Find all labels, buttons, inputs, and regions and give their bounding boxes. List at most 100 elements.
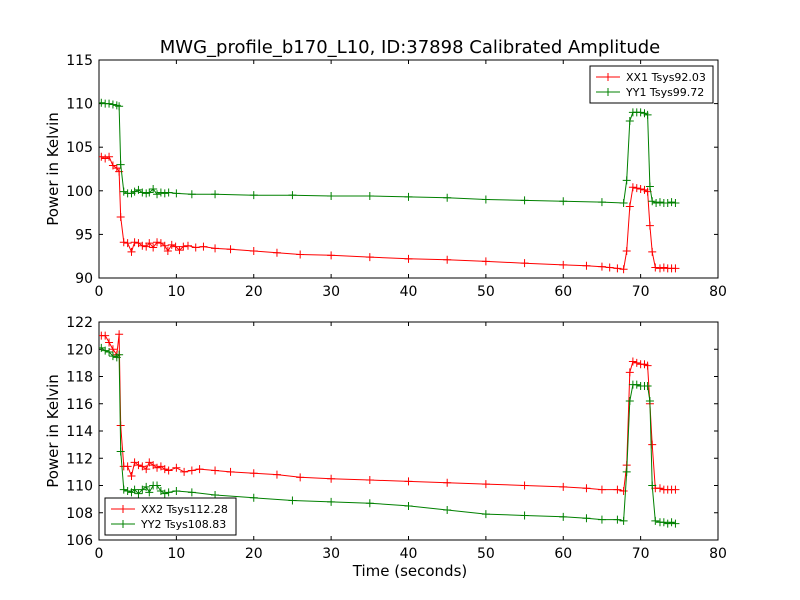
top-data-point xyxy=(249,246,258,255)
bottom-data-point xyxy=(105,338,114,347)
bottom-data-point xyxy=(249,469,258,478)
bottom-data-point xyxy=(619,486,628,495)
top-x-tick-label: 70 xyxy=(632,284,650,300)
bottom-data-point xyxy=(481,480,490,489)
top-data-point xyxy=(153,190,162,199)
top-data-point xyxy=(655,264,664,273)
bottom-data-point xyxy=(142,465,151,474)
bottom-data-point xyxy=(211,466,220,475)
top-series-2 xyxy=(99,98,680,208)
top-panel: Power in Kelvin 0 10 20 30 40 50 60 70 80 90 95 100… xyxy=(44,53,727,300)
bottom-data-point xyxy=(101,331,110,340)
bottom-data-point xyxy=(481,510,490,519)
bottom-data-point xyxy=(134,461,143,470)
top-data-point xyxy=(145,188,154,197)
bottom-data-point xyxy=(153,481,162,490)
bottom-data-point xyxy=(164,488,173,497)
top-data-point xyxy=(643,110,652,119)
bottom-data-point xyxy=(613,515,622,524)
top-data-point xyxy=(249,191,258,200)
bottom-data-point xyxy=(559,512,568,521)
bottom-data-point xyxy=(663,519,672,528)
top-legend-marker xyxy=(604,88,612,96)
top-data-point xyxy=(153,238,162,247)
top-data-point xyxy=(145,239,154,248)
bottom-data-point xyxy=(226,467,235,476)
top-data-point xyxy=(127,247,136,256)
top-legend: XX1 Tsys92.03 YY1 Tsys99.72 xyxy=(589,65,714,104)
top-data-point xyxy=(625,202,634,211)
bottom-data-point xyxy=(123,486,132,495)
bottom-data-point xyxy=(597,515,606,524)
top-data-point xyxy=(99,152,106,161)
top-data-point xyxy=(149,243,158,252)
bottom-data-point xyxy=(134,489,143,498)
bottom-data-point xyxy=(655,484,664,493)
bottom-series-1 xyxy=(99,330,680,495)
bottom-x-tick-label: 50 xyxy=(477,546,495,562)
top-y-tick-label: 105 xyxy=(66,140,93,156)
top-data-point xyxy=(288,191,297,200)
top-data-point xyxy=(163,246,172,255)
bottom-data-point xyxy=(667,518,676,527)
top-data-point xyxy=(160,241,169,250)
bottom-panel: Power in Kelvin 0 10 20 30 40 50 60 70 80 106 108 1… xyxy=(44,315,727,562)
top-data-point xyxy=(101,154,110,163)
top-data-point xyxy=(99,98,106,107)
top-data-point xyxy=(164,188,173,197)
bottom-data-point xyxy=(651,516,660,525)
bottom-data-point xyxy=(625,368,634,377)
top-data-point xyxy=(105,99,114,108)
bottom-data-point xyxy=(632,380,641,389)
bottom-legend-marker xyxy=(119,505,127,513)
top-data-point xyxy=(625,117,634,126)
bottom-data-point xyxy=(643,382,652,391)
bottom-y-tick-label: 116 xyxy=(66,397,93,413)
bottom-data-point xyxy=(404,501,413,510)
bottom-data-point xyxy=(160,489,169,498)
bottom-data-point xyxy=(142,482,151,491)
bottom-data-point xyxy=(619,516,628,525)
bottom-data-point xyxy=(172,486,181,495)
top-data-point xyxy=(622,246,631,255)
top-data-point xyxy=(443,193,452,202)
top-data-point xyxy=(365,192,374,201)
bottom-x-tick-label: 70 xyxy=(632,546,650,562)
top-data-point xyxy=(108,100,117,109)
bottom-y-tick-label: 112 xyxy=(66,451,93,467)
bottom-data-point xyxy=(520,481,529,490)
bottom-y-tick-label: 110 xyxy=(66,479,93,495)
bottom-data-point xyxy=(327,497,336,506)
top-x-tick-label: 10 xyxy=(167,284,185,300)
bottom-y-tick-label: 122 xyxy=(66,315,93,331)
bottom-data-point xyxy=(180,467,189,476)
bottom-y-tick-label: 120 xyxy=(66,342,93,358)
bottom-legend: XX2 Tsys112.28 YY2 Tsys108.83 xyxy=(104,497,237,536)
top-data-point xyxy=(226,245,235,254)
bottom-data-point xyxy=(249,493,258,502)
top-data-point xyxy=(559,260,568,269)
top-data-point xyxy=(582,261,591,270)
top-data-point xyxy=(597,198,606,207)
top-data-point xyxy=(651,263,660,272)
top-x-tick-label: 20 xyxy=(245,284,263,300)
top-data-point xyxy=(156,188,165,197)
bottom-data-point xyxy=(145,488,154,497)
bottom-data-point xyxy=(153,463,162,472)
top-data-point xyxy=(559,197,568,206)
top-data-point xyxy=(119,187,128,196)
top-data-point xyxy=(130,238,139,247)
bottom-data-point xyxy=(659,518,668,527)
bottom-legend-label: XX2 Tsys112.28 xyxy=(141,503,228,516)
top-legend-label: XX1 Tsys92.03 xyxy=(626,71,706,84)
top-data-point xyxy=(404,254,413,263)
bottom-data-point xyxy=(628,357,637,366)
bottom-y-tick-label: 114 xyxy=(66,424,93,440)
bottom-data-point xyxy=(671,519,680,528)
top-data-point xyxy=(105,152,114,161)
top-data-point xyxy=(655,198,664,207)
top-legend-box xyxy=(589,65,714,104)
bottom-data-point xyxy=(172,463,181,472)
top-data-point xyxy=(211,244,220,253)
